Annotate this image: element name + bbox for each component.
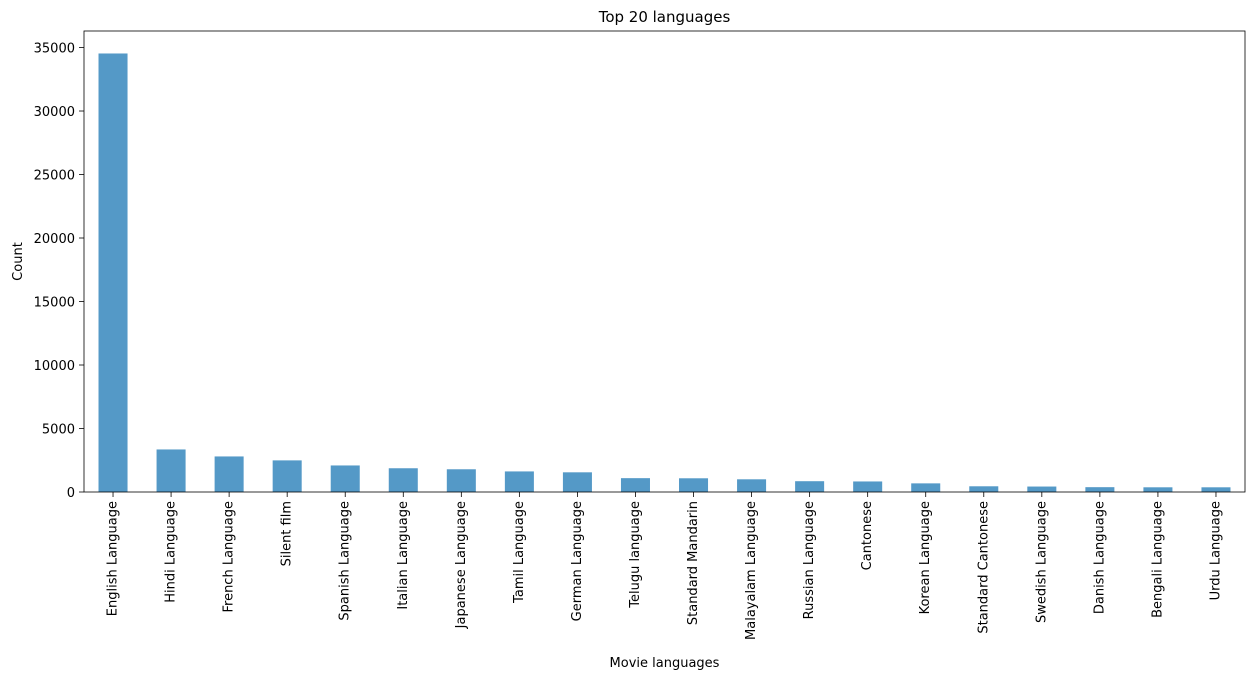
x-tick-label: Swedish Language: [1034, 501, 1049, 623]
x-tick-label: Telugu language: [628, 501, 643, 609]
x-tick-label: Silent film: [280, 501, 295, 566]
x-tick-label: German Language: [570, 501, 585, 621]
x-tick-label: Japanese Language: [454, 501, 469, 629]
y-tick-label: 15000: [34, 296, 75, 311]
x-tick-label: Italian Language: [396, 501, 411, 610]
bar: [388, 468, 418, 492]
y-axis: 0 5000 10000 15000 20000 25000 30000 35000: [34, 42, 84, 501]
x-tick-label: Bengali Language: [1150, 501, 1165, 618]
bar: [504, 471, 534, 492]
y-tick-label: 35000: [34, 42, 75, 57]
x-tick-label: French Language: [222, 501, 237, 613]
x-tick-label: Spanish Language: [338, 501, 353, 621]
bars-group: [98, 53, 1231, 492]
x-tick-label: Danish Language: [1092, 501, 1107, 614]
bar: [1143, 487, 1173, 492]
x-tick-label: Urdu Language: [1208, 501, 1223, 600]
x-tick-label: Cantonese: [860, 501, 875, 570]
chart-title: Top 20 languages: [598, 8, 731, 26]
x-axis-label: Movie languages: [610, 656, 720, 671]
bar: [737, 479, 767, 492]
bar: [156, 449, 186, 492]
x-tick-label: Standard Cantonese: [976, 501, 991, 634]
bar: [562, 472, 592, 492]
bar: [620, 478, 650, 492]
x-tick-label: English Language: [106, 501, 121, 616]
bar: [911, 483, 941, 492]
bar: [1085, 487, 1115, 492]
bar: [446, 469, 476, 492]
x-tick-label: Russian Language: [802, 501, 817, 619]
y-tick-label: 20000: [34, 232, 75, 247]
bar: [1027, 486, 1057, 492]
bar: [98, 53, 128, 492]
x-tick-label: Malayalam Language: [744, 501, 759, 640]
y-tick-label: 30000: [34, 105, 75, 120]
plot-area-frame: [83, 30, 1246, 493]
bar: [853, 481, 883, 492]
x-tick-label: Tamil Language: [512, 501, 527, 604]
x-tick-label: Standard Mandarin: [686, 501, 701, 625]
bar: [214, 456, 244, 492]
bar: [330, 465, 360, 492]
x-tick-label: Korean Language: [918, 501, 933, 614]
y-tick-label: 25000: [34, 169, 75, 184]
bar: [1201, 487, 1231, 492]
y-tick-label: 0: [67, 486, 75, 501]
bar: [969, 486, 999, 492]
x-tick-label: Hindi Language: [164, 501, 179, 603]
y-axis-label: Count: [11, 242, 26, 281]
bar: [795, 481, 825, 492]
y-tick-label: 10000: [34, 359, 75, 374]
bar: [679, 478, 709, 492]
x-axis: English Language Hindi Language French Lan…: [106, 492, 1223, 640]
bar: [272, 460, 302, 492]
y-tick-label: 5000: [42, 423, 75, 438]
